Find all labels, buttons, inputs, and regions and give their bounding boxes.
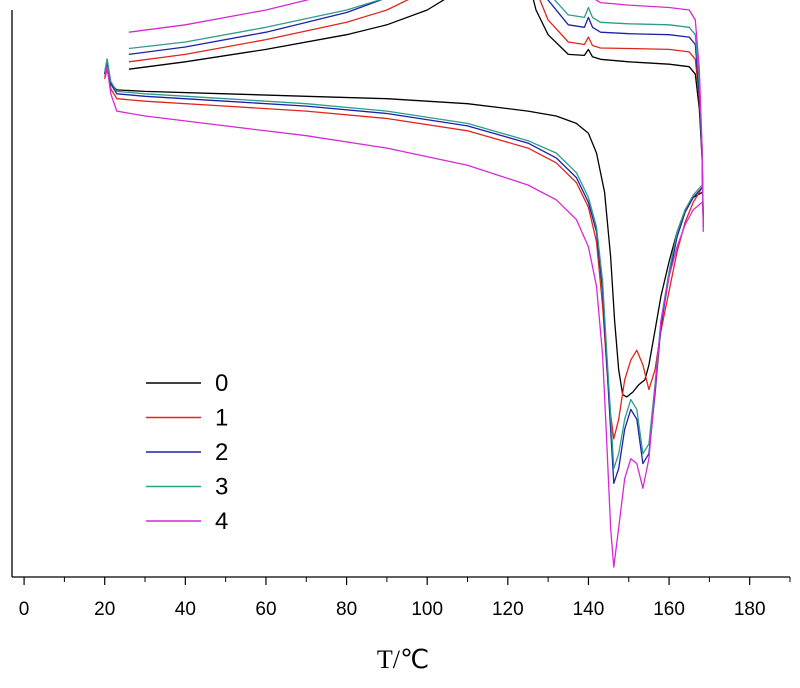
x-axis-title: T/℃ xyxy=(377,645,429,674)
legend-item: 0 xyxy=(146,370,228,397)
series-line-heating xyxy=(104,58,703,398)
series-3 xyxy=(104,0,704,470)
series-line-cooling xyxy=(128,0,704,223)
x-tick-label: 140 xyxy=(573,599,605,620)
legend-item: 3 xyxy=(146,474,228,501)
series-2 xyxy=(104,0,704,484)
series-4 xyxy=(104,0,704,568)
series-line-cooling xyxy=(128,0,704,227)
series-line-heating xyxy=(104,61,703,484)
legend-label: 0 xyxy=(215,370,228,397)
legend-item: 2 xyxy=(146,439,228,466)
plot-area: 0 20 40 60 80 100 120 140 160 180 xyxy=(11,0,791,620)
series-line-cooling xyxy=(128,0,704,227)
series-1 xyxy=(104,0,704,440)
x-tick-label: 80 xyxy=(336,599,357,620)
x-tick-label: 160 xyxy=(653,599,685,620)
legend-item: 1 xyxy=(146,405,228,432)
series-line-heating xyxy=(104,66,703,568)
series-line-cooling xyxy=(128,0,704,227)
x-tick-label: 0 xyxy=(19,599,30,620)
legend-label: 3 xyxy=(215,474,228,501)
legend: 0 1 2 3 4 xyxy=(146,370,228,535)
legend-label: 4 xyxy=(215,508,228,535)
x-tick-label: 60 xyxy=(255,599,276,620)
legend-item: 4 xyxy=(146,508,228,535)
x-tick-label: 20 xyxy=(94,599,115,620)
x-tick-label: 180 xyxy=(734,599,766,620)
x-tick-label: 120 xyxy=(492,599,524,620)
x-tick-label: 40 xyxy=(175,599,196,620)
legend-label: 2 xyxy=(215,439,228,466)
legend-label: 1 xyxy=(215,405,228,432)
x-tick-label: 100 xyxy=(411,599,443,620)
series-line-cooling xyxy=(128,0,704,232)
series-0 xyxy=(104,0,704,398)
series-layer xyxy=(104,0,704,568)
x-ticks: 0 20 40 60 80 100 120 140 160 180 xyxy=(19,577,791,620)
